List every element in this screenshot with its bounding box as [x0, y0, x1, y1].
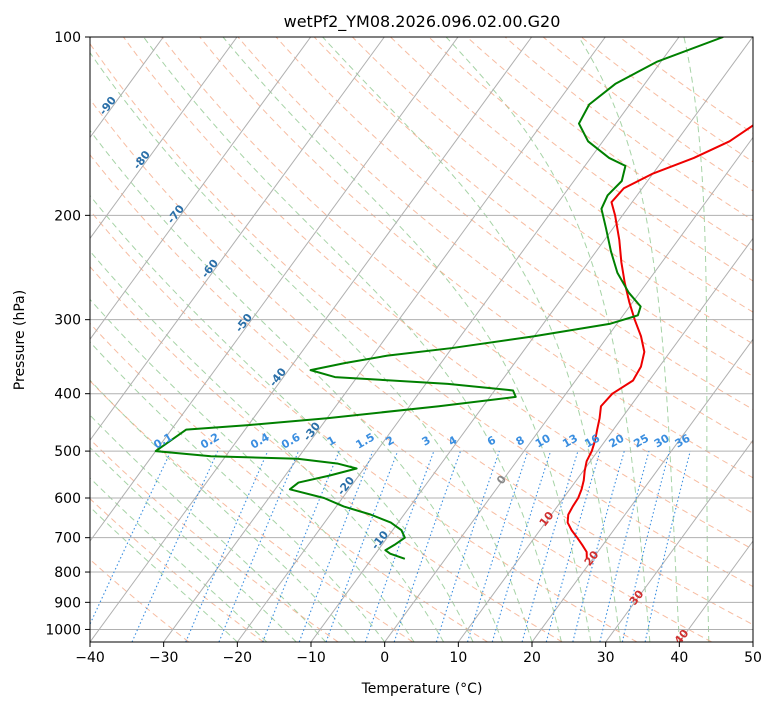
y-tick-label: 1000	[45, 622, 81, 638]
mixing-ratio-line	[644, 450, 691, 642]
mixing-ratio-line	[545, 450, 601, 642]
dry-adiabat-line	[90, 209, 638, 642]
mixing-ratio-line	[435, 450, 500, 642]
isotherm-line	[90, 37, 238, 240]
dewpoint-profile-line	[154, 37, 724, 560]
isotherm-line	[457, 237, 753, 642]
temperature-profile-line	[566, 124, 753, 559]
mixing-ratio-line	[218, 450, 300, 642]
moist-adiabat-line	[683, 37, 710, 642]
y-tick-label: 200	[54, 208, 81, 224]
x-tick-label: −40	[75, 650, 105, 666]
x-tick-label: 30	[597, 650, 615, 666]
moist-adiabat-line	[90, 341, 386, 642]
dry-adiabat-line	[504, 37, 753, 221]
x-tick-label: 10	[449, 650, 467, 666]
x-tick-label: −20	[223, 650, 253, 666]
isotherm-line	[236, 37, 680, 642]
isotherm-line	[90, 37, 312, 341]
moist-adiabat-line	[445, 37, 651, 642]
dry-adiabat-line	[90, 322, 488, 642]
mixing-ratio-line	[466, 450, 529, 642]
moist-adiabat-line	[90, 250, 445, 642]
x-tick-label: 20	[523, 650, 541, 666]
mixing-ratio-line	[521, 450, 579, 642]
y-tick-label: 300	[54, 313, 81, 329]
moist-adiabat-line	[222, 37, 592, 642]
dry-adiabat-line	[90, 498, 264, 642]
dry-adiabat-line	[90, 265, 563, 642]
y-axis-ticks: 100 200 300 400 500 600 700 800 900 1000	[45, 30, 90, 638]
isotherm-line	[163, 37, 606, 642]
dry-adiabat-line	[390, 37, 753, 313]
dry-adiabat-line	[90, 154, 712, 642]
isotherm-line	[310, 37, 753, 642]
mixing-ratio-line	[491, 450, 552, 642]
mixing-ratio-line	[90, 450, 172, 626]
moist-adiabat-line	[90, 414, 327, 642]
x-tick-label: −30	[149, 650, 179, 666]
moist-adiabat-line	[90, 506, 238, 642]
plot-frame	[89, 36, 754, 643]
isotherm-line	[90, 37, 385, 442]
y-tick-label: 400	[54, 387, 81, 403]
dry-adiabat-line	[123, 37, 753, 550]
moist-adiabat-line	[90, 129, 503, 642]
dry-adiabat-line	[90, 380, 414, 642]
x-axis-label: Temperature (°C)	[361, 681, 483, 697]
dry-adiabat-line	[275, 37, 753, 411]
dry-adiabat-line	[428, 37, 753, 282]
mixing-ratio-line	[621, 450, 671, 642]
x-tick-label: 0	[380, 650, 389, 666]
mixing-ratio-line	[185, 450, 269, 642]
chart-title: wetPf2_YM08.2026.096.02.00.G20	[284, 12, 561, 32]
mixing-ratio-line	[393, 450, 462, 642]
moist-adiabats	[90, 37, 710, 642]
y-axis-label: Pressure (hPa)	[12, 290, 28, 390]
mixing-ratio-line	[364, 450, 435, 642]
mixing-ratio-line	[572, 450, 625, 642]
mixing-ratio-line	[131, 450, 219, 642]
plot-area: -100-90-80-70-60-50-40-30-20-10010203040…	[90, 37, 753, 642]
dry-adiabat-line	[237, 37, 753, 444]
y-tick-label: 800	[54, 565, 81, 581]
x-tick-label: 40	[670, 650, 688, 666]
x-tick-label: −10	[296, 650, 326, 666]
mixing-ratio-lines	[90, 450, 691, 642]
moist-adiabat-line	[578, 37, 680, 642]
y-tick-label: 600	[54, 491, 81, 507]
dry-adiabat-line	[90, 98, 753, 626]
dry-adiabat-line	[90, 42, 753, 588]
moist-adiabat-line	[90, 194, 474, 642]
isotherm-line	[90, 37, 533, 642]
x-axis-ticks: −40 −30 −20 −10 0 10 20 30 40 50	[75, 642, 762, 666]
pressure-gridlines	[90, 37, 753, 630]
mixing-ratio-line	[599, 450, 650, 642]
x-tick-label: 50	[744, 650, 762, 666]
y-tick-label: 100	[54, 30, 81, 46]
moist-adiabat-line	[90, 379, 356, 642]
y-tick-label: 500	[54, 444, 81, 460]
y-tick-label: 700	[54, 531, 81, 547]
isotherm-line	[605, 439, 753, 642]
dry-adiabat-line	[466, 37, 753, 251]
isotherm-line	[90, 37, 459, 542]
y-tick-label: 900	[54, 595, 81, 611]
dry-adiabat-line	[161, 37, 753, 514]
sounding-series	[154, 37, 753, 560]
